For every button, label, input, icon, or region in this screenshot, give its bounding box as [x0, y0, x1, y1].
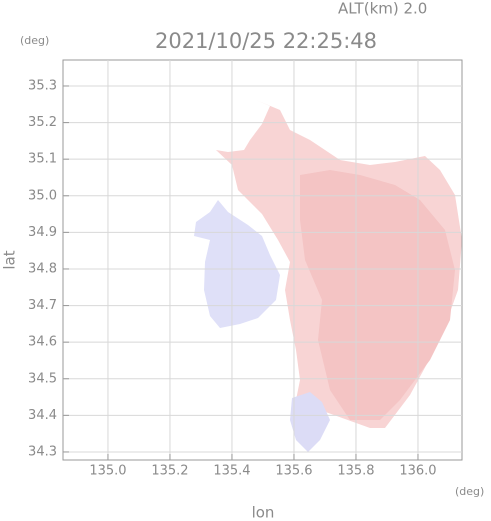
y-tick-label: 34.3 [28, 444, 57, 459]
x-tick-label: 135.0 [89, 464, 126, 479]
x-unit: (deg) [455, 485, 484, 498]
y-axis-label: lat [1, 250, 19, 269]
plot-frame [62, 59, 463, 461]
velocity-field [194, 100, 462, 452]
negative-region [290, 392, 330, 452]
y-tick-label: 35.2 [28, 115, 57, 130]
chart-title: 2021/10/25 22:25:48 [155, 29, 377, 53]
x-tick-label: 135.4 [213, 464, 250, 479]
y-tick-label: 34.9 [28, 225, 57, 240]
y-tick-label: 35.1 [28, 152, 57, 167]
y-tick-label: 34.5 [28, 371, 57, 386]
x-tick-label: 136.0 [399, 464, 436, 479]
subtitle: ALT(km) 2.0 [338, 0, 427, 18]
y-tick-label: 35.0 [28, 188, 57, 203]
x-tick-label: 135.2 [151, 464, 188, 479]
y-tick-label: 34.8 [28, 261, 57, 276]
y-tick-label: 34.7 [28, 298, 57, 313]
x-tick-label: 135.6 [275, 464, 312, 479]
y-unit: (deg) [20, 34, 49, 47]
y-tick-label: 34.4 [28, 408, 57, 423]
y-tick-label: 35.3 [28, 78, 57, 93]
y-tick-label: 34.6 [28, 335, 57, 350]
x-axis-label: lon [252, 504, 275, 521]
x-tick-label: 135.8 [337, 464, 374, 479]
